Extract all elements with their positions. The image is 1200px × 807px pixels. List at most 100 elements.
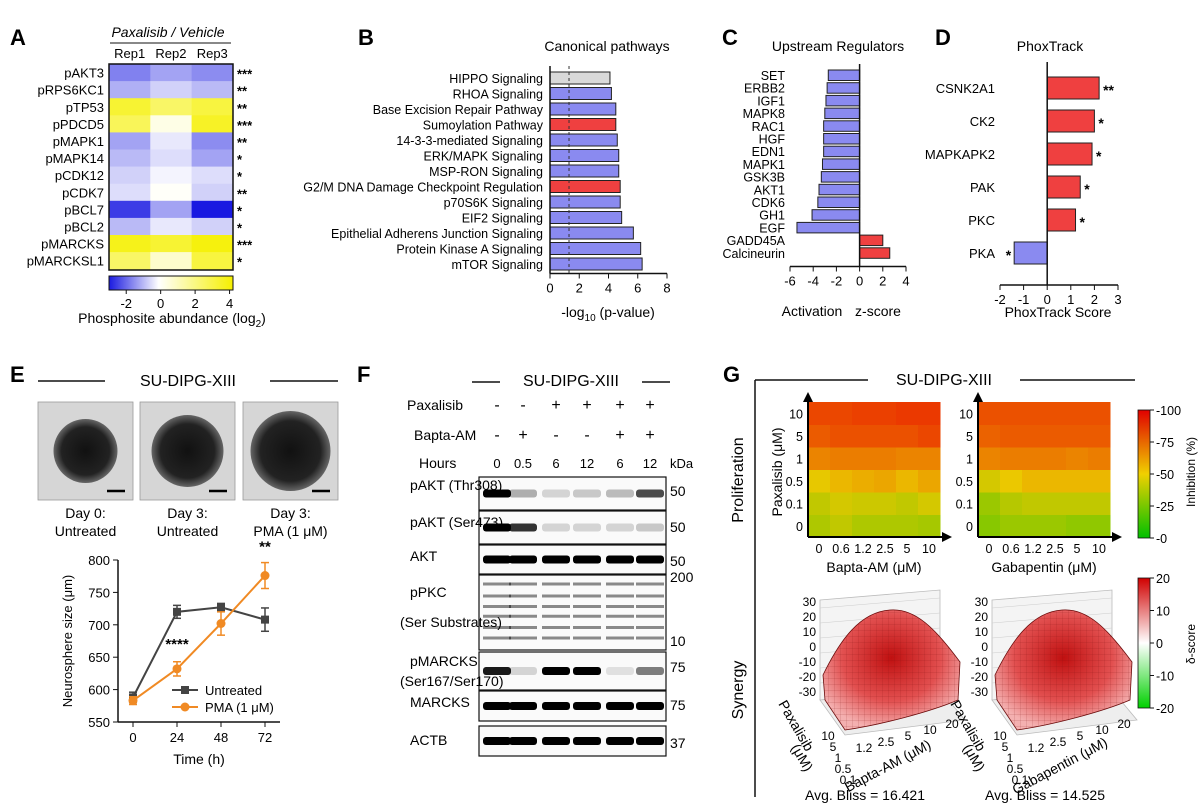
blot-condition: + — [645, 427, 654, 444]
prolif-ytick: 0.5 — [956, 475, 973, 489]
synergy-ytick: 5 — [1002, 740, 1009, 754]
prolif-cell — [1022, 424, 1045, 448]
blot-condition: - — [494, 427, 499, 444]
upstream-xtick: -6 — [784, 274, 796, 289]
upstream-xtick: 4 — [902, 274, 909, 289]
blot-band — [573, 636, 601, 640]
synergy-xtick: 10 — [1095, 723, 1109, 737]
prolif-cell — [918, 469, 941, 493]
blot-band — [606, 614, 634, 618]
synergy-ytick: 10 — [993, 729, 1007, 743]
heatmap-cells — [109, 64, 234, 270]
blot-band — [573, 594, 601, 598]
pathway-label-12: mTOR Signaling — [452, 258, 544, 272]
blot-band — [606, 489, 634, 498]
blot-marker-4: 75 — [670, 659, 686, 675]
synergy-ztick: 30 — [803, 595, 817, 609]
prolif-ytick: 0 — [966, 520, 973, 534]
blot-band — [542, 636, 570, 640]
synergy-ztick: 30 — [975, 595, 989, 609]
phoxtrack-xtick: 2 — [1091, 292, 1098, 307]
inhibition-tick: -100 — [1156, 404, 1181, 418]
blot-label-2: AKT — [410, 548, 438, 564]
pathways-title: Canonical pathways — [544, 38, 669, 54]
upstream-xtick: 2 — [879, 274, 886, 289]
prolif-ytick: 0.1 — [956, 497, 973, 511]
blot-band — [573, 605, 601, 608]
blot-band — [542, 594, 570, 598]
heatmap-cell — [150, 166, 193, 185]
prolif-cell — [1000, 514, 1023, 538]
phoxtrack-label-0: CSNK2A1 — [936, 81, 995, 96]
pathway-label-3: Sumoylation Pathway — [423, 119, 544, 133]
upstream-xlabel-right: z-score — [855, 303, 901, 319]
blot-row-label-1: Bapta-AM — [414, 427, 476, 443]
blot-band — [542, 702, 570, 710]
blot-band — [509, 605, 537, 608]
pathway-label-7: G2/M DNA Damage Checkpoint Regulation — [303, 181, 543, 195]
pathway-label-0: HIPPO Signaling — [449, 72, 543, 86]
prolif-xtick: 0.6 — [1002, 542, 1019, 556]
blot-band — [606, 605, 634, 608]
upstream-xtick: 0 — [856, 274, 863, 289]
blot-band — [542, 489, 570, 498]
prolif-cell — [830, 424, 853, 448]
prolif-cell — [1022, 514, 1045, 538]
line-series-1 — [132, 574, 266, 702]
legend-label-1: PMA (1 μM) — [205, 700, 274, 715]
panel-e: E SU-DIPG-XIII Day 0: Untreated Day 3: Untr… — [10, 362, 339, 767]
prolif-cell — [918, 424, 941, 448]
blot-marker-2: 50 — [670, 553, 686, 569]
upstream-label-3: MAPK8 — [743, 107, 785, 121]
line-xtick: 24 — [170, 730, 184, 745]
synergy-tick: 20 — [1156, 572, 1170, 586]
heatmap-scale-tick: 2 — [191, 296, 198, 311]
heatmap-cell — [150, 98, 193, 116]
heatmap-row-7: pCDK7 — [62, 185, 104, 200]
prolif-ytick: 5 — [796, 430, 803, 444]
prolif-cell — [830, 402, 853, 425]
synergy-ztick: -10 — [799, 655, 817, 669]
blot-band — [606, 594, 634, 598]
blot-band — [542, 582, 570, 586]
blot-title: SU-DIPG-XIII — [523, 373, 619, 390]
prolif-xtick: 1.2 — [1024, 542, 1041, 556]
phoxtrack-title: PhoxTrack — [1017, 38, 1084, 54]
prolif-xtick: 0 — [986, 542, 993, 556]
blot-row-label-2: Hours — [419, 455, 456, 471]
prolif-xtick: 2.5 — [1046, 542, 1063, 556]
heatmap-cell — [191, 183, 234, 202]
blot-band — [636, 667, 664, 675]
heatmap-cell — [191, 252, 234, 270]
prolif-cell — [874, 402, 897, 425]
annotation-72h: ** — [259, 539, 271, 556]
legend-marker — [181, 686, 189, 694]
upstream-title: Upstream Regulators — [772, 38, 904, 54]
heatmap-cell — [191, 115, 234, 133]
heatmap-cell — [191, 149, 234, 168]
line-series-0 — [132, 606, 266, 698]
phoxtrack-label-2: MAPKAPK2 — [925, 147, 995, 162]
prolif-ytick: 0.5 — [786, 475, 803, 489]
prolif-xtick: 0 — [816, 542, 823, 556]
heatmap-row-8: pBCL7 — [64, 202, 104, 217]
blot-band — [573, 737, 601, 745]
blot-band — [542, 737, 570, 745]
heatmap-col-2: Rep3 — [197, 46, 228, 61]
prolif-ytick: 5 — [966, 430, 973, 444]
blot-band — [509, 702, 537, 710]
panel-b: B Canonical pathways HIPPO Signaling RHOA… — [303, 25, 670, 324]
phoxtrack-label-1: CK2 — [970, 114, 995, 129]
prolif-cell — [1000, 402, 1023, 425]
prolif-cell — [978, 447, 1001, 470]
pathway-label-5: ERK/MAPK Signaling — [423, 150, 543, 164]
prolif-cell — [852, 469, 875, 493]
synergy-ytick: 0.5 — [835, 762, 852, 776]
pathway-bar-9 — [549, 211, 623, 224]
heatmap-cell — [191, 98, 234, 116]
line-xtick: 48 — [214, 730, 228, 745]
blot-band — [636, 582, 664, 586]
line-ylabel: Neurosphere size (μm) — [60, 575, 75, 707]
upstream-label-6: EDN1 — [752, 145, 785, 159]
